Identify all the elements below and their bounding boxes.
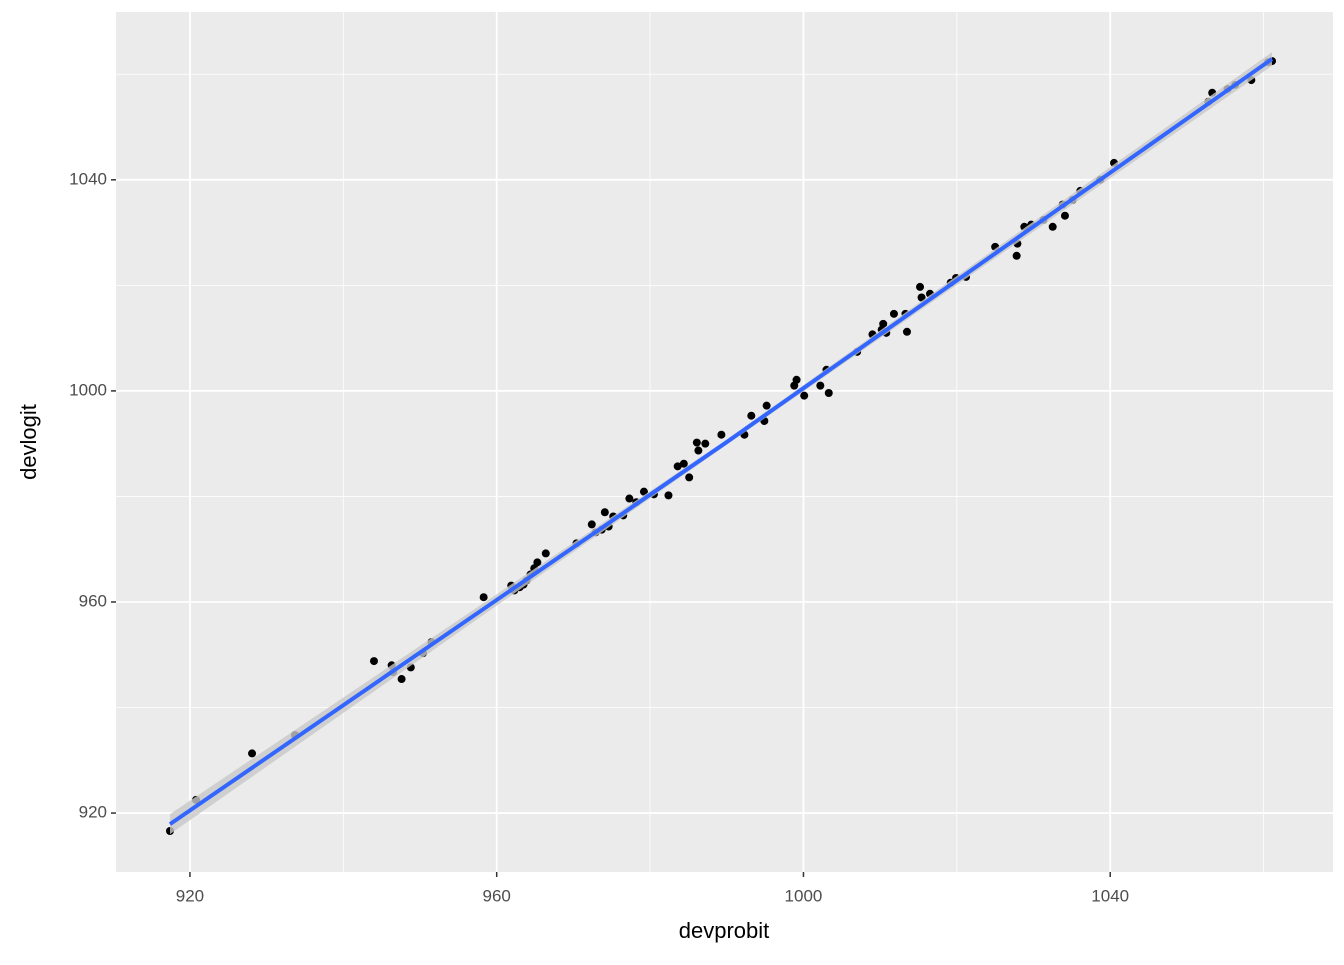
point	[664, 491, 673, 500]
point	[824, 389, 833, 398]
x-axis-title: devprobit	[679, 918, 770, 943]
point	[694, 446, 703, 455]
point	[1012, 251, 1021, 260]
x-tick-label: 920	[176, 886, 204, 905]
point	[747, 411, 756, 420]
point	[587, 520, 596, 529]
point	[762, 401, 771, 410]
point	[600, 508, 609, 517]
point	[625, 494, 634, 503]
y-tick-label: 960	[79, 591, 107, 610]
confidence-band	[169, 52, 1273, 835]
x-tick-label: 1000	[785, 886, 823, 905]
point	[879, 319, 888, 328]
y-tick-label: 920	[79, 803, 107, 822]
point	[685, 473, 694, 482]
point	[248, 749, 257, 758]
point	[479, 593, 488, 602]
point	[816, 381, 825, 390]
y-axis-title: devlogit	[16, 404, 41, 480]
x-tick-label: 1040	[1091, 886, 1129, 905]
point	[397, 675, 406, 684]
point	[717, 430, 726, 439]
y-tick-label: 1040	[69, 169, 107, 188]
point	[369, 657, 378, 666]
y-tick-label: 1000	[69, 380, 107, 399]
point	[692, 438, 701, 447]
point	[889, 309, 898, 318]
point	[541, 549, 550, 558]
point	[1048, 222, 1057, 231]
x-tick-label: 960	[483, 886, 511, 905]
point	[673, 462, 682, 471]
point	[800, 391, 809, 400]
point	[701, 439, 710, 448]
point	[917, 293, 926, 302]
point	[1060, 211, 1069, 220]
point	[639, 487, 648, 496]
point	[792, 375, 801, 384]
point	[679, 459, 688, 468]
fit-line	[168, 57, 1274, 826]
point	[916, 282, 925, 291]
point	[902, 327, 911, 336]
point	[533, 558, 542, 567]
